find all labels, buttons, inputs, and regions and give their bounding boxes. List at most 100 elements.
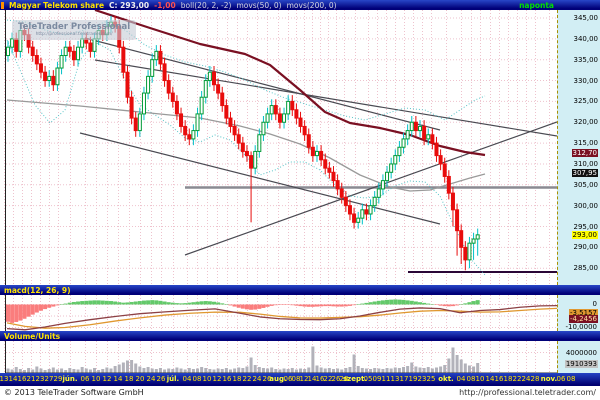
volume-bar — [196, 368, 200, 373]
candle — [413, 115, 418, 137]
day-tick-label: 22 — [512, 375, 522, 383]
candle — [463, 241, 468, 271]
candle — [335, 174, 340, 196]
candle — [154, 45, 159, 66]
macd-histogram-bar — [34, 304, 39, 313]
macd-histogram-bar — [129, 301, 134, 305]
volume-bar — [204, 368, 208, 373]
candle — [236, 128, 241, 150]
candle — [34, 49, 39, 71]
macd-histogram-bar — [405, 300, 410, 305]
macd-histogram-bar — [352, 304, 357, 306]
candle — [207, 65, 212, 87]
candle — [232, 120, 237, 142]
macd-histogram-bar — [257, 304, 262, 309]
candle — [343, 191, 348, 212]
candle — [380, 174, 385, 196]
candle — [187, 128, 192, 146]
volume-bar — [261, 368, 265, 373]
macd-line — [6, 305, 557, 331]
day-tick-label: 22 — [242, 375, 252, 383]
volume-bar — [369, 369, 373, 373]
volume-pane — [6, 346, 557, 373]
macd-histogram-bar — [356, 304, 361, 305]
volume-bar — [385, 368, 389, 373]
volume-bar — [22, 370, 26, 373]
volume-bar — [158, 368, 162, 373]
day-tick-label: 16 — [494, 375, 504, 383]
macd-histogram-bar — [393, 299, 398, 305]
day-tick-label: 12 — [299, 375, 309, 383]
volume-bar — [323, 368, 327, 373]
macd-pane-title: macd(12, 26, 9) — [4, 285, 71, 295]
volume-bar — [397, 368, 401, 373]
macd-histogram-bar — [261, 304, 266, 308]
volume-bar — [447, 358, 451, 373]
candle — [170, 86, 175, 108]
candle — [150, 53, 155, 83]
macd-histogram-bar — [174, 303, 179, 305]
volume-axis[interactable]: 4000000 1910393 — [557, 341, 600, 373]
day-tick-label: 14 — [485, 375, 495, 383]
volume-bar — [191, 369, 195, 373]
candle — [455, 203, 460, 256]
volume-bar — [142, 368, 146, 373]
candle — [265, 107, 270, 129]
volume-pane-header[interactable]: Volume/Units — [0, 331, 600, 341]
macd-histogram-bar — [71, 301, 76, 305]
macd-histogram-bar — [294, 304, 299, 306]
day-tick-label: 09 — [372, 375, 382, 383]
macd-histogram-bar — [63, 303, 68, 305]
volume-bar — [282, 368, 286, 373]
macd-histogram-bar — [191, 302, 196, 305]
time-axis[interactable]: 13 14 16 21 23 27 29 jún. 06 10 12 14 18 20 24 26 júl. 04… — [0, 373, 600, 386]
volume-bar — [76, 369, 80, 373]
indicator-movs50: movs(50, 0) — [236, 0, 282, 10]
candle — [475, 228, 480, 256]
month-tick-label: okt. — [438, 375, 454, 383]
candle — [125, 65, 130, 104]
macd-histogram-bar — [471, 301, 476, 305]
candle — [183, 120, 188, 142]
candle — [306, 128, 311, 154]
macd-pane-header[interactable]: macd(12, 26, 9) — [0, 285, 600, 295]
candle — [376, 182, 381, 204]
day-tick-label: 04 — [182, 375, 192, 383]
day-tick-label: 17 — [399, 375, 409, 383]
candle — [273, 99, 278, 121]
candle — [244, 145, 249, 162]
macd-histogram-bar — [397, 299, 402, 305]
price-tick-label: 300,00 — [573, 201, 599, 210]
volume-bar — [393, 367, 397, 373]
window-icon — [1, 1, 4, 9]
macd-histogram-bar — [319, 304, 324, 307]
price-tick-label: 315,00 — [573, 139, 599, 148]
price-axis[interactable]: 345,00 340,00 335,00 330,00 325,00 320,00 315,… — [557, 10, 600, 285]
macd-histogram-bar — [385, 299, 390, 305]
macd-axis[interactable]: 0 -3,5157 -4,2456 -10,0000 — [557, 295, 600, 331]
day-tick-label: 19 — [408, 375, 418, 383]
candle — [47, 70, 52, 87]
day-tick-label: 29 — [53, 375, 63, 383]
price-tick-label: 340,00 — [573, 34, 599, 43]
interval-label[interactable]: naponta — [519, 0, 554, 10]
macd-histogram-bar — [207, 301, 212, 305]
macd-histogram-bar — [467, 302, 472, 305]
macd-histogram-bar — [302, 304, 307, 307]
macd-histogram-bar — [154, 300, 159, 305]
trendline — [84, 37, 441, 131]
macd-pane — [6, 299, 557, 331]
status-url[interactable]: http://professional.teletrader.com/ — [459, 388, 596, 397]
macd-histogram-bar — [438, 304, 443, 306]
volume-bar — [455, 355, 459, 373]
macd-histogram-bar — [339, 304, 344, 307]
volume-bar — [270, 367, 274, 373]
day-tick-label: 05 — [363, 375, 373, 383]
candle — [71, 45, 76, 66]
volume-bar — [299, 368, 303, 373]
gridlines — [4, 10, 557, 373]
candles-group — [6, 15, 480, 271]
macd-histogram-bar — [306, 304, 311, 307]
day-tick-label: 12 — [102, 375, 112, 383]
